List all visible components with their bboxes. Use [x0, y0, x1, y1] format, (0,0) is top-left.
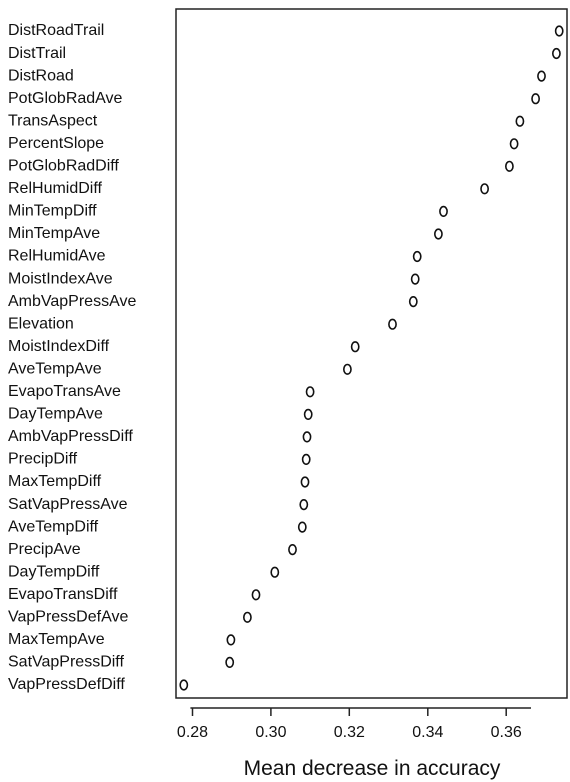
data-point [225, 656, 235, 669]
data-point [515, 115, 525, 127]
data-point [408, 296, 418, 308]
x-tick-label: 0.34 [412, 724, 443, 741]
category-label: AveTempAve [8, 360, 102, 377]
x-tick-label: 0.36 [491, 724, 522, 741]
data-point [537, 70, 546, 82]
category-label: Elevation [8, 315, 74, 332]
category-label: MaxTempAve [8, 631, 105, 648]
data-point [412, 250, 422, 263]
data-point [433, 228, 443, 240]
data-point [179, 679, 189, 691]
data-point [388, 318, 397, 330]
category-label: VapPressDefAve [8, 609, 128, 626]
x-axis-title: Mean decrease in accuracy [244, 757, 501, 780]
data-point [302, 431, 312, 443]
category-label: MaxTempDiff [8, 473, 102, 490]
data-point [439, 205, 448, 217]
data-point [242, 611, 252, 623]
data-point [226, 634, 236, 646]
category-label: SatVapPressDiff [8, 654, 124, 671]
data-points [179, 25, 564, 691]
data-point [270, 566, 280, 578]
data-point [288, 543, 297, 556]
data-point [299, 499, 309, 511]
x-tick-label: 0.30 [255, 724, 286, 741]
data-point [301, 453, 311, 466]
category-label: MinTempDiff [8, 203, 97, 220]
data-point [509, 138, 519, 150]
category-label: SatVapPressAve [8, 496, 128, 513]
x-tick-label: 0.28 [177, 724, 208, 741]
data-point [251, 589, 261, 601]
data-point [552, 47, 561, 60]
category-label: DistRoad [8, 67, 74, 84]
category-label: TransAspect [8, 112, 98, 129]
plot-frame [175, 8, 568, 699]
data-point [350, 341, 360, 353]
category-label: RelHumidAve [8, 248, 106, 265]
x-axis: 0.28 0.30 0.32 0.34 0.36 [177, 707, 531, 741]
category-label: MinTempAve [8, 225, 100, 242]
category-label: PotGlobRadAve [8, 90, 123, 107]
category-label: MoistIndexAve [8, 270, 113, 287]
category-label: DayTempAve [8, 406, 103, 423]
data-point [303, 408, 313, 421]
x-tick-label: 0.32 [334, 724, 365, 741]
category-label: EvapoTransDiff [8, 586, 118, 603]
category-label: PotGlobRadDiff [8, 158, 119, 175]
category-label: AmbVapPressAve [8, 293, 136, 310]
category-label: EvapoTransAve [8, 383, 121, 400]
category-label: DayTempDiff [8, 563, 100, 580]
data-point [531, 93, 540, 105]
category-label: DistTrail [8, 45, 66, 62]
data-point [504, 160, 514, 172]
category-labels: DistRoadTrail DistTrail DistRoad PotGlobRad… [8, 22, 136, 693]
category-label: DistRoadTrail [8, 22, 104, 39]
data-point [305, 386, 315, 398]
category-label: AveTempDiff [8, 518, 99, 535]
category-label: AmbVapPressDiff [8, 428, 133, 445]
data-point [300, 476, 310, 488]
category-label: PrecipDiff [8, 451, 78, 468]
category-label: MoistIndexDiff [8, 338, 110, 355]
data-point [297, 521, 307, 533]
category-label: RelHumidDiff [8, 180, 103, 197]
category-label: VapPressDefDiff [8, 676, 125, 693]
data-point [554, 25, 564, 37]
category-label: PercentSlope [8, 135, 104, 152]
data-point [342, 363, 352, 375]
data-point [480, 183, 489, 195]
category-label: PrecipAve [8, 541, 81, 558]
data-point [410, 273, 420, 285]
